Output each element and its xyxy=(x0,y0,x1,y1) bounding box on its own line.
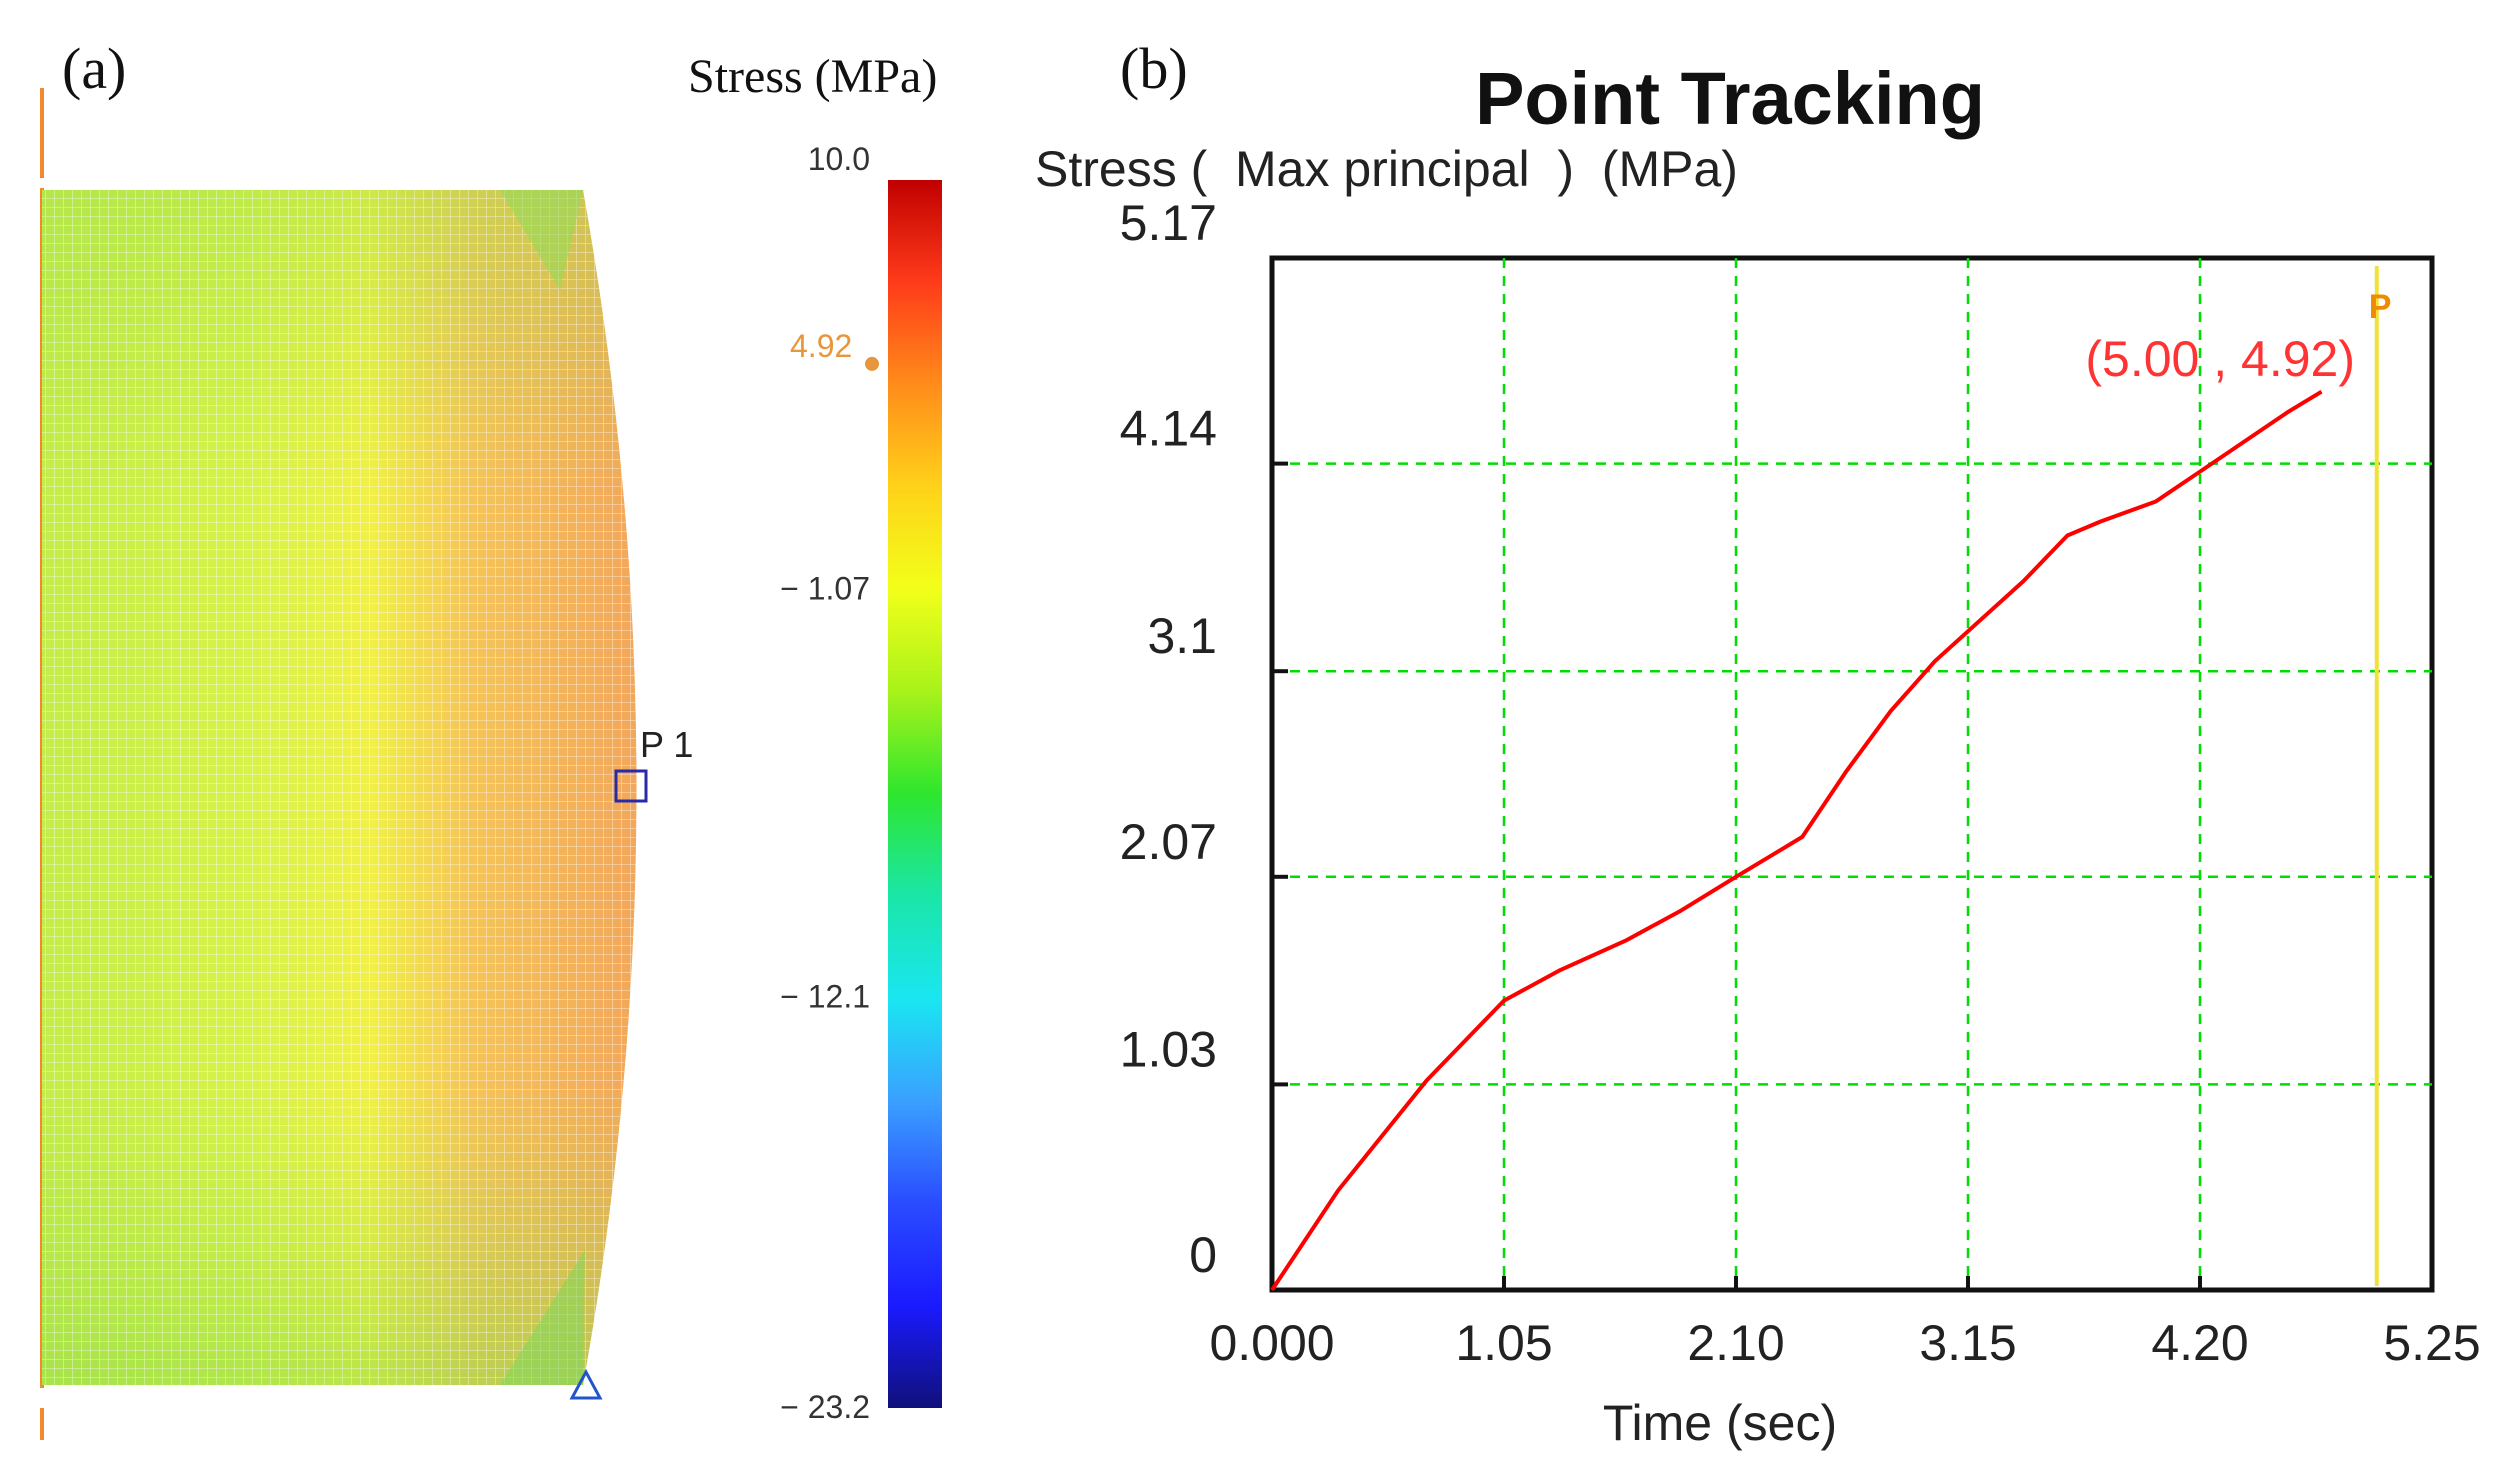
series-points xyxy=(1271,391,2322,1291)
point-p1-box[interactable] xyxy=(614,769,648,803)
colorbar xyxy=(888,180,942,1408)
x-tick-label: 4.20 xyxy=(2151,1315,2248,1371)
x-tick-label: 2.10 xyxy=(1687,1315,1784,1371)
chart-title: Point Tracking xyxy=(1475,57,1985,140)
colorbar-tick-label: 10.0 xyxy=(808,141,870,177)
panel-b-label: (b) xyxy=(1120,36,1188,101)
colorbar-marker-dot xyxy=(865,356,879,371)
x-tick-label: 5.25 xyxy=(2383,1315,2480,1371)
colorbar-title: Stress (MPa) xyxy=(688,50,937,103)
x-tick-label: 0.000 xyxy=(1209,1315,1334,1371)
grid-lines xyxy=(1272,258,2432,1290)
y-tick-label: 2.07 xyxy=(1120,814,1217,870)
point-annotation: (5.00 , 4.92) xyxy=(2085,331,2355,387)
plot-area xyxy=(1269,255,2435,1293)
y-tick-label: 4.14 xyxy=(1120,401,1217,457)
x-tick-label: 1.05 xyxy=(1455,1315,1552,1371)
y-tick-label: 1.03 xyxy=(1120,1021,1217,1077)
colorbar-tick-label: − 12.1 xyxy=(780,978,870,1014)
x-axis-label: Time (sec) xyxy=(1603,1395,1837,1451)
panel-a-label: (a) xyxy=(62,36,126,101)
colorbar-marker-label: 4.92 xyxy=(790,328,852,364)
point-p1-label: P 1 xyxy=(640,724,693,765)
y-axis-label: Stress ( Max principal ) (MPa) xyxy=(1035,141,1738,197)
series-line-stress xyxy=(1270,389,2323,1292)
y-tick-label: 5.17 xyxy=(1120,195,1217,251)
colorbar-ticks: 10.0 − 1.07 − 12.1 − 23.2 xyxy=(780,141,870,1425)
y-axis-ticks: 0 1.03 2.07 3.1 4.14 5.17 xyxy=(1120,195,1288,1292)
fem-corner-top xyxy=(500,190,583,290)
support-triangle-icon xyxy=(569,1368,603,1400)
panel-b: (b) Point Tracking Stress ( Max principa… xyxy=(1035,36,2481,1451)
panel-a: (a) P 1 Stress (MPa) 10.0 − 1.07 − 12.1 − 2… xyxy=(40,36,942,1440)
y-tick-label: 3.1 xyxy=(1147,608,1217,664)
colorbar-tick-label: − 1.07 xyxy=(780,570,870,606)
x-tick-label: 3.15 xyxy=(1919,1315,2016,1371)
y-tick-label: 0 xyxy=(1189,1227,1217,1283)
fem-corner-bottom xyxy=(500,1250,585,1385)
cursor-marker-p: P xyxy=(2369,288,2392,326)
fem-mesh-grid xyxy=(42,190,637,1385)
colorbar-tick-label: − 23.2 xyxy=(780,1389,870,1425)
x-axis-ticks: 0.000 1.05 2.10 3.15 4.20 5.25 xyxy=(1209,1276,2481,1371)
